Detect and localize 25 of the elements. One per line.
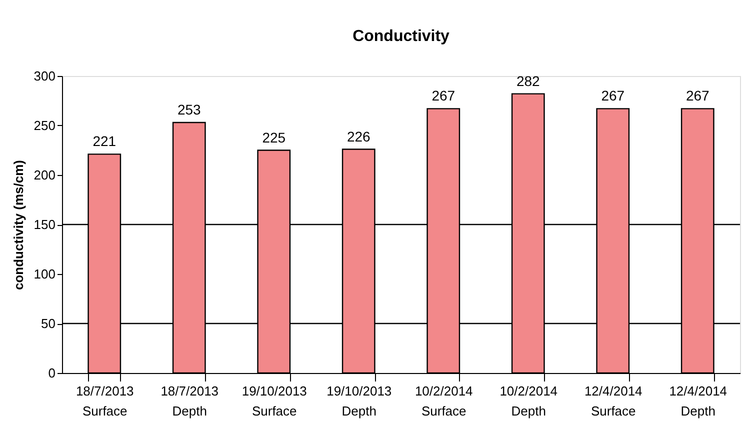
data-label: 282 xyxy=(516,72,540,89)
x-tick-label: 19/10/2013 Depth xyxy=(326,384,392,418)
data-label: 226 xyxy=(346,128,371,144)
data-label: 267 xyxy=(601,88,625,104)
y-tick-label: 250 xyxy=(34,118,56,133)
y-tick-label: 200 xyxy=(34,168,56,182)
x-tick-label: 10/2/2014 Depth xyxy=(500,384,558,418)
y-axis-title: conductivity (ms/cm) xyxy=(10,160,26,290)
data-label: 225 xyxy=(262,129,286,146)
y-tick-label: 50 xyxy=(41,316,56,331)
data-label: 253 xyxy=(177,102,202,118)
x-tick-label: 18/7/2013 Surface xyxy=(76,384,134,418)
data-label: 221 xyxy=(92,133,116,150)
x-tick-label: 18/7/2013 Depth xyxy=(160,384,219,418)
y-tick-label: 150 xyxy=(34,217,56,232)
data-label: 267 xyxy=(432,88,456,104)
y-tick-label: 0 xyxy=(48,366,56,380)
chart-title: Conductivity xyxy=(352,28,450,45)
x-tick-label: 19/10/2013 Surface xyxy=(242,384,307,418)
data-label: 267 xyxy=(686,88,710,104)
x-tick-label: 12/4/2014 Depth xyxy=(669,384,728,418)
y-tick-label: 100 xyxy=(34,266,56,282)
x-tick-label: 12/4/2014 Surface xyxy=(584,384,642,418)
x-tick-label: 10/2/2014 Surface xyxy=(414,384,473,418)
y-tick-label: 300 xyxy=(34,68,56,84)
